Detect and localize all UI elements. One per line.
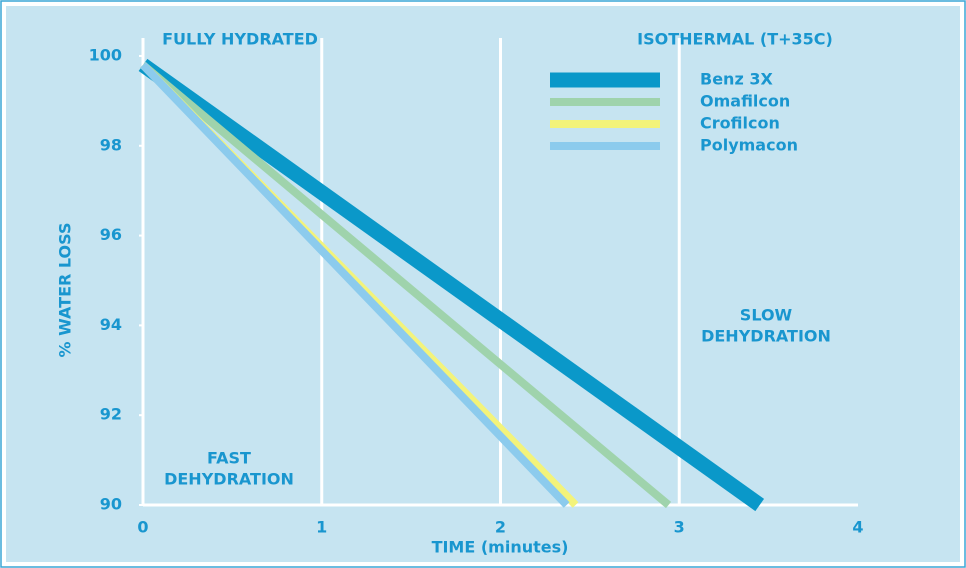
x-tick-label: 4 [852, 518, 863, 537]
legend-label: Crofilcon [700, 114, 780, 133]
annotation: SLOW [740, 306, 793, 325]
x-tick-label: 2 [495, 518, 506, 537]
x-axis-label: TIME (minutes) [432, 538, 569, 557]
x-tick-label: 1 [316, 518, 327, 537]
series-line [140, 62, 570, 508]
series-line [140, 61, 672, 509]
annotation: ISOTHERMAL (T+35C) [637, 30, 833, 49]
legend-label: Benz 3X [700, 70, 773, 89]
y-tick-label: 92 [100, 405, 122, 424]
y-axis-label: % WATER LOSS [56, 223, 75, 358]
x-tick-label: 3 [674, 518, 685, 537]
annotation: DEHYDRATION [164, 470, 294, 489]
annotation: DEHYDRATION [701, 327, 831, 346]
y-tick-label: 90 [100, 495, 122, 514]
annotation: FAST [207, 449, 251, 468]
annotation: FULLY HYDRATED [162, 30, 318, 49]
y-tick-label: 96 [100, 225, 122, 244]
y-tick-label: 94 [100, 315, 122, 334]
legend-label: Omafilcon [700, 92, 790, 111]
legend-label: Polymacon [700, 136, 798, 155]
x-tick-label: 0 [137, 518, 148, 537]
series-line [138, 58, 765, 512]
y-tick-label: 100 [89, 45, 122, 64]
background [6, 6, 960, 562]
y-tick-label: 98 [100, 135, 122, 154]
